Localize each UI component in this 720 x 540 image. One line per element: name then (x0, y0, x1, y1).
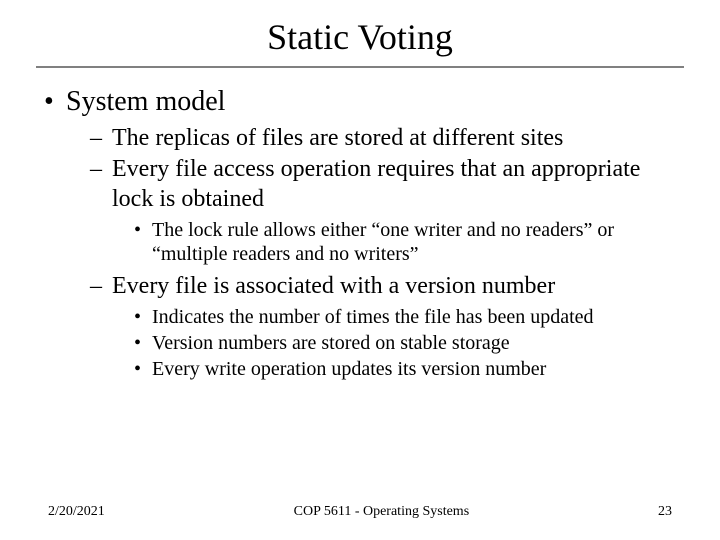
l2-text: The replicas of files are stored at diff… (112, 125, 563, 151)
l3-text: The lock rule allows either “one writer … (152, 219, 614, 265)
l3-item: Version numbers are stored on stable sto… (134, 331, 684, 355)
footer-course: COP 5611 - Operating Systems (105, 504, 658, 520)
l2-item: The replicas of files are stored at diff… (90, 124, 684, 153)
footer: 2/20/2021 COP 5611 - Operating Systems 2… (0, 504, 720, 520)
l2-text: Every file access operation requires tha… (112, 156, 640, 211)
l2-text: Every file is associated with a version … (112, 273, 555, 299)
footer-page-number: 23 (658, 504, 672, 520)
slide-title: Static Voting (36, 16, 684, 58)
slide: Static Voting System model The replicas … (0, 0, 720, 540)
l3-item: The lock rule allows either “one writer … (134, 218, 684, 266)
l2-item: Every file is associated with a version … (90, 272, 684, 381)
bullet-list-level3: Indicates the number of times the file h… (112, 305, 684, 381)
l3-text: Version numbers are stored on stable sto… (152, 332, 510, 354)
l3-text: Every write operation updates its versio… (152, 358, 546, 380)
l1-item: System model The replicas of files are s… (42, 86, 684, 381)
l3-text: Indicates the number of times the file h… (152, 306, 594, 328)
bullet-list-level3: The lock rule allows either “one writer … (112, 218, 684, 266)
bullet-list-level2: The replicas of files are stored at diff… (66, 124, 684, 381)
title-underline (36, 66, 684, 68)
bullet-list-level1: System model The replicas of files are s… (36, 86, 684, 381)
l2-item: Every file access operation requires tha… (90, 155, 684, 266)
l3-item: Every write operation updates its versio… (134, 357, 684, 381)
l1-text: System model (66, 86, 225, 117)
l3-item: Indicates the number of times the file h… (134, 305, 684, 329)
footer-date: 2/20/2021 (48, 504, 105, 520)
